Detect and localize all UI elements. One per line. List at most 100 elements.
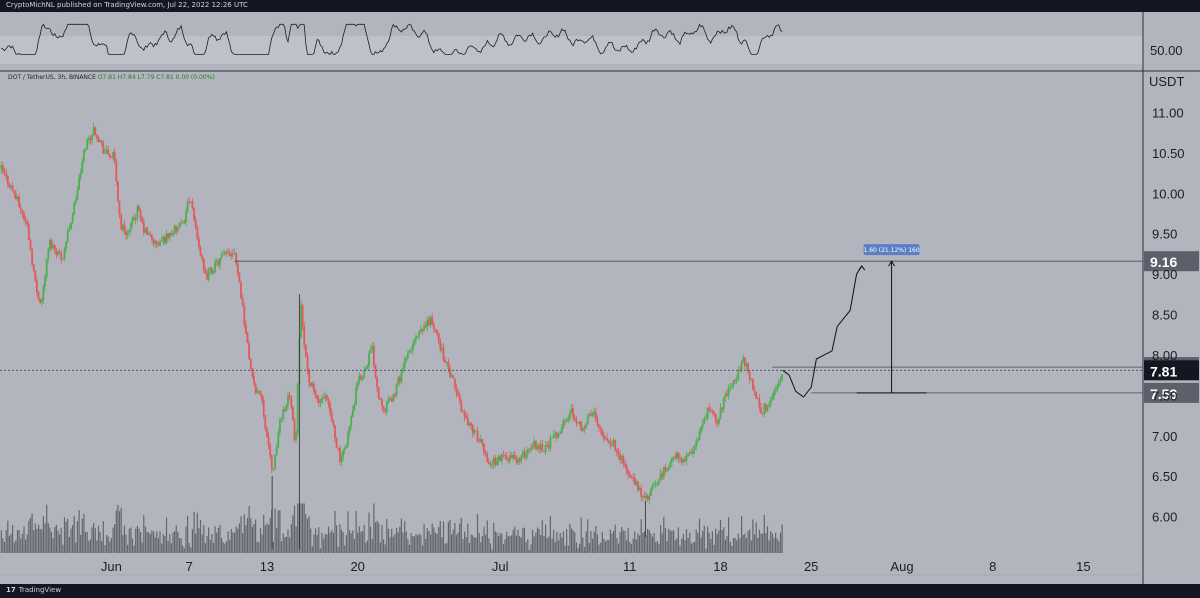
volume-bar bbox=[188, 543, 190, 553]
price-axis: USDT 6.00 6.50 7.00 7.50 8.00 8.50 9.00 9.50 10.0… bbox=[101, 74, 1185, 574]
candle-body bbox=[737, 370, 740, 380]
volume-bar bbox=[532, 529, 534, 553]
candle-body bbox=[455, 387, 458, 394]
candle-body bbox=[65, 241, 67, 249]
candle-body bbox=[130, 223, 132, 230]
volume-bar bbox=[161, 543, 163, 553]
volume-bar bbox=[515, 535, 517, 553]
volume-bar bbox=[729, 541, 731, 553]
volume-bar bbox=[81, 518, 83, 553]
volume-bar bbox=[737, 533, 739, 553]
candle-body bbox=[151, 235, 153, 240]
volume-bar bbox=[465, 537, 467, 553]
candle-body bbox=[368, 353, 370, 366]
volume-bar bbox=[721, 530, 723, 553]
volume-bar bbox=[538, 529, 540, 553]
candle-body bbox=[640, 488, 643, 497]
candle-body bbox=[180, 223, 182, 224]
candle-body bbox=[149, 233, 152, 236]
candle-body bbox=[622, 456, 625, 464]
candle-body bbox=[264, 415, 267, 429]
volume-bar bbox=[630, 543, 632, 553]
candle-body bbox=[214, 261, 216, 273]
candle-body bbox=[684, 459, 686, 462]
candle-body bbox=[781, 374, 783, 381]
volume-bar bbox=[381, 524, 383, 553]
volume-bar bbox=[770, 531, 772, 553]
candle-body bbox=[249, 359, 252, 369]
volume-bar bbox=[528, 549, 530, 553]
candle-body bbox=[0, 165, 3, 169]
volume-bar bbox=[178, 538, 181, 553]
volume-bar bbox=[86, 531, 88, 553]
candle-body bbox=[439, 340, 442, 350]
volume-bar bbox=[167, 540, 169, 553]
candle-body bbox=[238, 273, 241, 283]
candle-body bbox=[175, 225, 178, 232]
candle-body bbox=[630, 476, 633, 478]
volume-bar bbox=[651, 536, 654, 553]
rsi-tick-label: 50.00 bbox=[1150, 43, 1183, 58]
candle-body bbox=[546, 445, 549, 446]
candle-body bbox=[100, 140, 103, 143]
volume-bar bbox=[658, 543, 660, 553]
volume-bar bbox=[603, 538, 605, 553]
volume-bar bbox=[598, 544, 600, 553]
volume-bar bbox=[349, 530, 351, 553]
candle-body bbox=[539, 444, 542, 449]
volume-bar bbox=[31, 513, 33, 553]
volume-bar bbox=[397, 532, 399, 553]
candle-body bbox=[170, 233, 173, 236]
candle-body bbox=[528, 448, 531, 450]
candle-body bbox=[125, 231, 127, 236]
candle-body bbox=[688, 452, 691, 454]
candle-body bbox=[494, 458, 497, 466]
volume-bar bbox=[266, 523, 268, 553]
candle-body bbox=[363, 370, 366, 378]
candle-body bbox=[219, 257, 221, 266]
candle-body bbox=[34, 271, 37, 281]
candle-body bbox=[351, 409, 354, 417]
candle-body bbox=[586, 416, 589, 425]
volume-bar bbox=[564, 545, 566, 553]
volume-bar bbox=[237, 528, 239, 553]
price-unit-label: USDT bbox=[1149, 74, 1184, 89]
candle-body bbox=[335, 438, 338, 448]
volume-bar bbox=[541, 520, 543, 553]
candle-body bbox=[384, 409, 387, 412]
candle-body bbox=[517, 458, 519, 463]
candle-body bbox=[272, 468, 275, 470]
volume-bar bbox=[99, 532, 101, 553]
price-tick-label: 8.00 bbox=[1152, 348, 1177, 363]
candle-body bbox=[240, 282, 242, 299]
candle-series bbox=[0, 122, 783, 549]
candle-body bbox=[128, 229, 131, 233]
candle-body bbox=[108, 154, 111, 157]
volume-bar bbox=[438, 526, 440, 553]
volume-bar bbox=[551, 538, 553, 553]
candle-body bbox=[94, 127, 97, 135]
candle-body bbox=[144, 227, 147, 233]
volume-bar bbox=[742, 535, 744, 553]
candle-body bbox=[530, 448, 532, 450]
drawings: 9.167.857.817.531.60 (21.12%) 160 bbox=[0, 244, 1199, 403]
volume-bar bbox=[20, 538, 22, 553]
candle-body bbox=[656, 483, 659, 484]
volume-bar bbox=[164, 536, 166, 553]
candle-body bbox=[283, 409, 286, 412]
time-tick-label: 15 bbox=[1076, 559, 1090, 574]
volume-bar bbox=[545, 524, 547, 553]
volume-bar bbox=[227, 531, 229, 553]
volume-bar bbox=[198, 528, 200, 553]
candle-body bbox=[194, 219, 197, 228]
measure-label: 1.60 (21.12%) 160 bbox=[863, 247, 919, 254]
candle-body bbox=[319, 402, 322, 404]
volume-bar bbox=[28, 520, 30, 553]
volume-bar bbox=[621, 526, 623, 553]
candle-body bbox=[248, 343, 250, 360]
volume-bar bbox=[556, 531, 558, 553]
price-level-label: 7.53 bbox=[1150, 386, 1177, 402]
volume-bar bbox=[494, 531, 496, 553]
candle-body bbox=[11, 185, 14, 191]
volume-bar bbox=[182, 545, 184, 553]
